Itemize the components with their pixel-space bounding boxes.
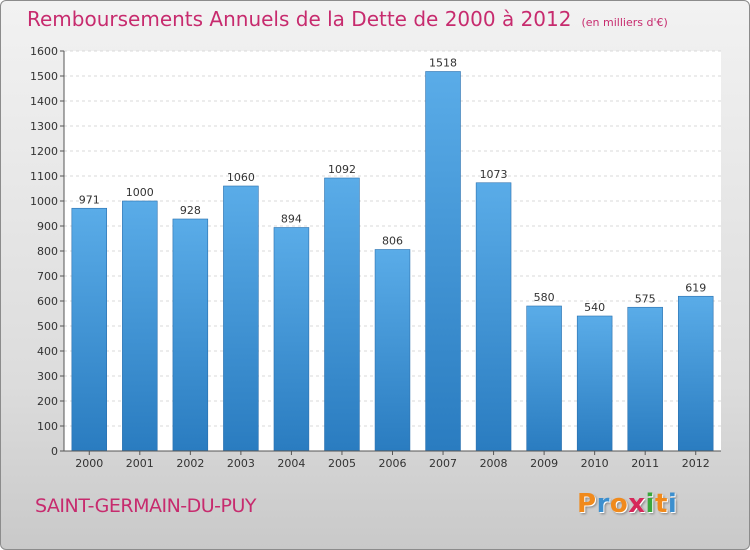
x-tick-label: 2001 <box>126 457 154 470</box>
bar <box>324 177 360 452</box>
x-tick-label: 2009 <box>530 457 558 470</box>
bar <box>475 182 512 452</box>
y-tick-label: 1600 <box>30 45 58 58</box>
y-tick-label: 1400 <box>30 95 58 108</box>
x-tick-label: 2002 <box>176 457 204 470</box>
y-tick-label: 300 <box>37 370 58 383</box>
x-tick-label: 2006 <box>379 457 407 470</box>
bar <box>71 207 108 452</box>
y-tick-label: 500 <box>37 320 58 333</box>
data-label: 575 <box>635 292 656 305</box>
data-label: 894 <box>281 213 302 226</box>
x-tick-label: 2010 <box>581 457 609 470</box>
bar <box>627 306 663 452</box>
logo-letter: o <box>609 489 629 519</box>
data-label: 806 <box>382 235 403 248</box>
logo-letter: i <box>645 489 655 519</box>
data-label: 1000 <box>126 186 154 199</box>
logo-letter: i <box>667 489 678 519</box>
bar <box>677 295 714 452</box>
y-tick-label: 700 <box>37 270 58 283</box>
y-tick-label: 1000 <box>30 195 58 208</box>
bar <box>273 227 310 452</box>
logo-letter: P <box>577 489 597 519</box>
logo-letter: r <box>596 489 610 519</box>
x-tick-label: 2011 <box>631 457 659 470</box>
data-label: 619 <box>685 281 706 294</box>
x-tick-label: 2007 <box>429 457 457 470</box>
y-tick-label: 900 <box>37 220 58 233</box>
bar <box>526 305 562 452</box>
y-tick-label: 1100 <box>30 170 58 183</box>
data-label: 1073 <box>480 168 508 181</box>
data-label: 928 <box>180 204 201 217</box>
bar <box>223 185 259 452</box>
y-tick-label: 600 <box>37 295 58 308</box>
y-tick-label: 400 <box>37 345 58 358</box>
bar <box>172 218 209 452</box>
logo-letter: t <box>654 489 668 519</box>
data-label: 971 <box>79 193 100 206</box>
x-tick-label: 2012 <box>682 457 710 470</box>
x-tick-label: 2000 <box>75 457 103 470</box>
bar <box>425 71 461 452</box>
data-label: 1092 <box>328 163 356 176</box>
y-tick-label: 1200 <box>30 145 58 158</box>
logo-letter: x <box>628 489 646 519</box>
title-row: Remboursements Annuels de la Dette de 20… <box>27 7 668 31</box>
proxiti-logo: Proxiti <box>577 489 677 519</box>
x-tick-label: 2008 <box>480 457 508 470</box>
y-tick-label: 0 <box>51 445 58 458</box>
data-label: 1518 <box>429 57 457 70</box>
bar <box>576 315 613 452</box>
bar <box>122 200 158 452</box>
y-tick-label: 100 <box>37 420 58 433</box>
bar <box>374 249 411 452</box>
x-tick-label: 2005 <box>328 457 356 470</box>
y-tick-label: 200 <box>37 395 58 408</box>
y-tick-label: 800 <box>37 245 58 258</box>
y-tick-label: 1300 <box>30 120 58 133</box>
data-label: 580 <box>534 291 555 304</box>
data-label: 1060 <box>227 171 255 184</box>
chart-title: Remboursements Annuels de la Dette de 20… <box>27 7 572 31</box>
x-tick-label: 2004 <box>277 457 305 470</box>
y-tick-label: 1500 <box>30 70 58 83</box>
chart-unit: (en milliers d'€) <box>581 16 668 29</box>
data-label: 540 <box>584 301 605 314</box>
commune-name: SAINT-GERMAIN-DU-PUY <box>35 495 257 517</box>
x-tick-label: 2003 <box>227 457 255 470</box>
